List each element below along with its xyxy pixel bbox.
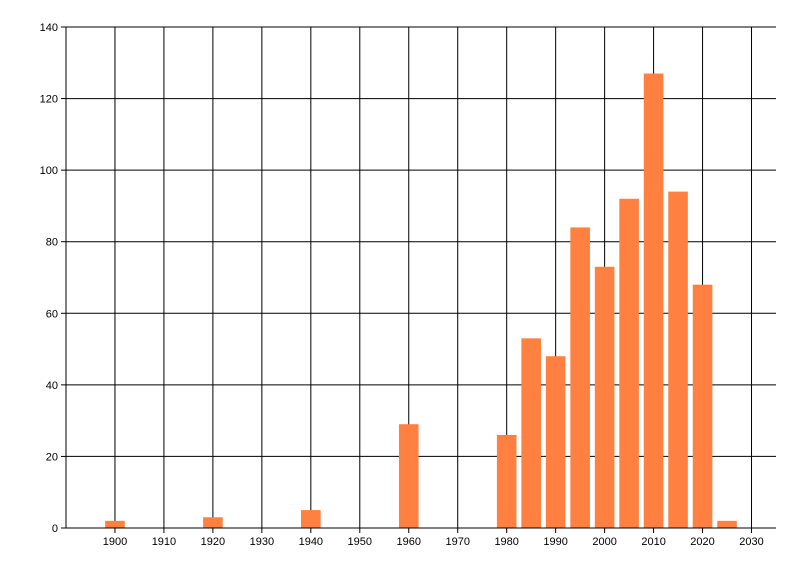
bar (301, 510, 321, 528)
x-tick-label: 2020 (690, 536, 714, 548)
x-tick-label: 1900 (103, 536, 127, 548)
x-tick-label: 2030 (739, 536, 763, 548)
x-tick-label: 1950 (348, 536, 372, 548)
y-tick-label: 80 (46, 237, 58, 249)
bar (619, 198, 639, 528)
x-tick-label: 1980 (494, 536, 518, 548)
x-tick-label: 1970 (445, 536, 469, 548)
bar (570, 227, 590, 528)
x-tick-label: 1990 (543, 536, 567, 548)
bar (545, 356, 566, 528)
y-tick-label: 120 (40, 94, 58, 106)
y-tick-label: 60 (46, 308, 58, 320)
y-tick-label: 140 (40, 22, 58, 34)
x-tick-label: 2000 (592, 536, 616, 548)
y-tick-label: 100 (40, 165, 58, 177)
bar (594, 266, 615, 528)
bar (496, 434, 517, 528)
bar (643, 73, 664, 529)
bar (521, 338, 541, 528)
x-tick-label: 1930 (250, 536, 274, 548)
x-tick-label: 1920 (201, 536, 225, 548)
x-tick-label: 1940 (299, 536, 323, 548)
y-tick-label: 40 (46, 380, 58, 392)
bar (668, 191, 688, 528)
y-tick-label: 20 (46, 451, 58, 463)
bar (398, 424, 419, 528)
x-tick-label: 2010 (641, 536, 665, 548)
bar (692, 284, 713, 528)
bar (203, 517, 223, 528)
y-tick-label: 0 (52, 523, 58, 535)
x-tick-label: 1960 (397, 536, 421, 548)
x-tick-label: 1910 (152, 536, 176, 548)
bar (105, 520, 125, 528)
bar (717, 520, 737, 528)
